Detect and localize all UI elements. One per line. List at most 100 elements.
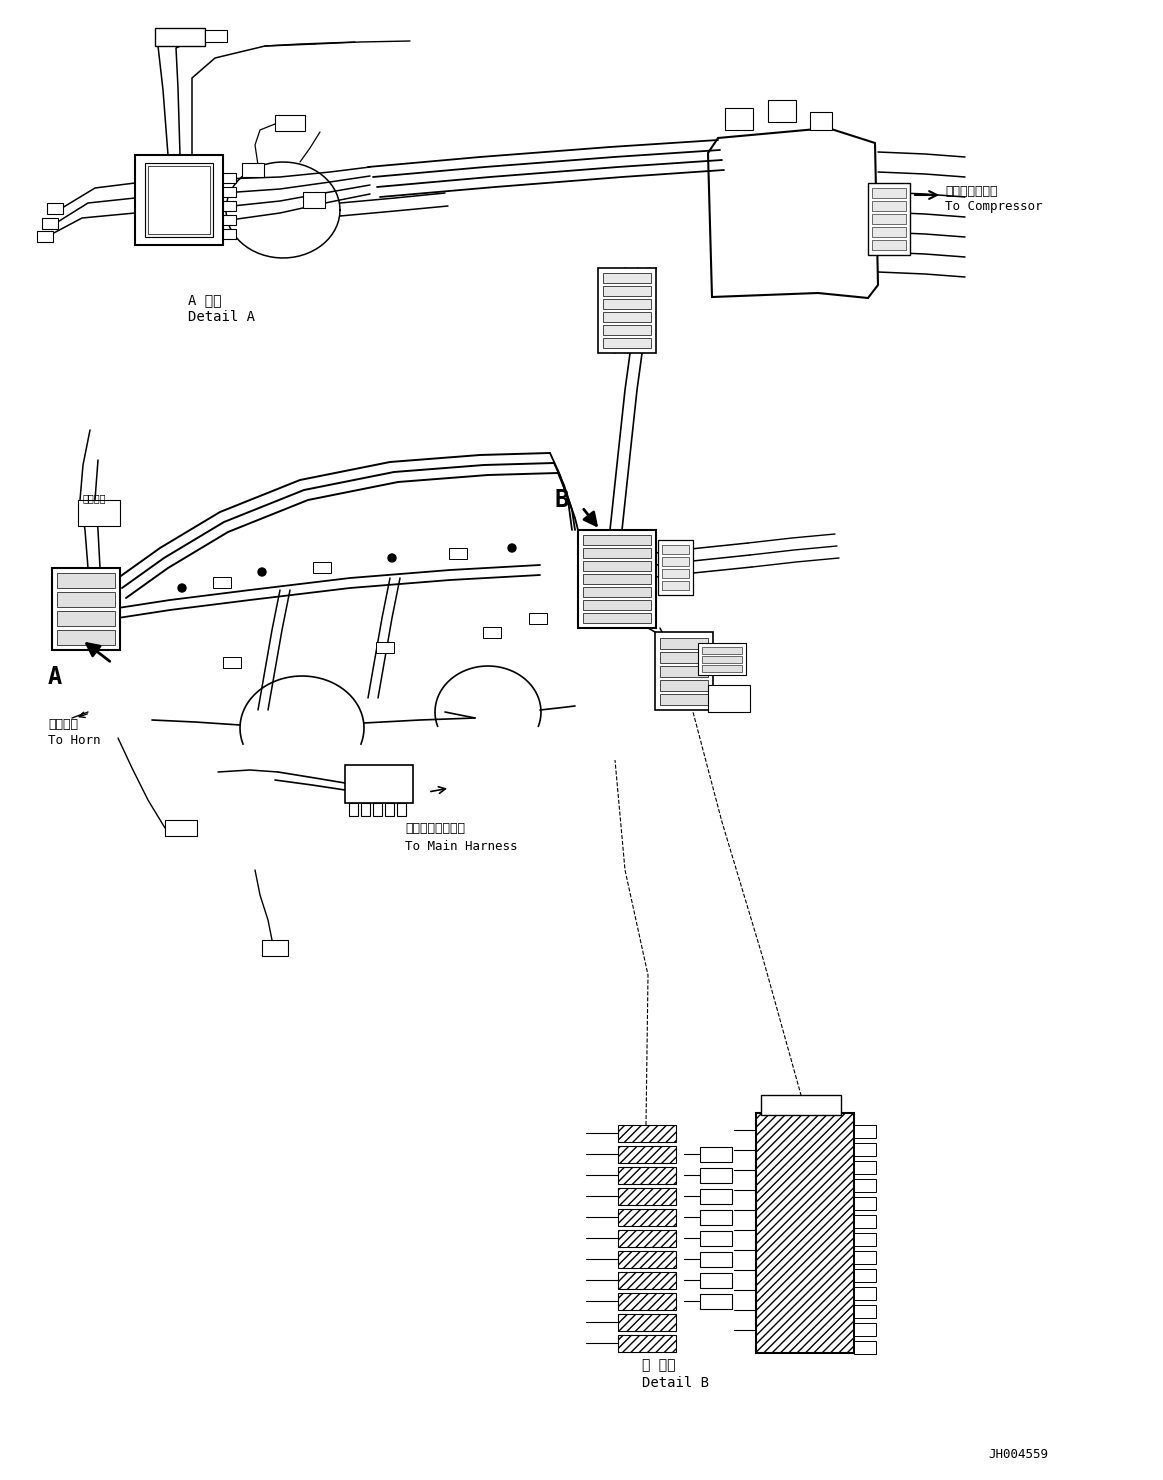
Bar <box>483 628 501 638</box>
Bar <box>602 272 651 283</box>
Bar <box>700 1211 732 1225</box>
Bar <box>618 1335 676 1353</box>
Bar <box>57 573 115 588</box>
Bar <box>698 642 745 675</box>
Text: A 詳細: A 詳細 <box>188 293 221 306</box>
Text: Detail A: Detail A <box>188 309 255 324</box>
Bar <box>872 201 906 212</box>
Text: To Horn: To Horn <box>48 734 100 747</box>
Bar <box>854 1143 876 1156</box>
Bar <box>37 231 53 243</box>
Bar <box>529 613 547 625</box>
Bar <box>854 1233 876 1246</box>
Bar <box>618 1188 676 1205</box>
Bar <box>145 163 213 237</box>
Bar <box>223 173 236 184</box>
Bar <box>700 1188 732 1205</box>
Bar <box>700 1273 732 1288</box>
Bar <box>854 1288 876 1299</box>
Bar <box>361 804 370 815</box>
Circle shape <box>258 568 266 576</box>
Bar <box>854 1251 876 1264</box>
Bar <box>854 1180 876 1191</box>
Bar <box>135 155 223 246</box>
Bar <box>854 1305 876 1319</box>
Bar <box>583 599 651 610</box>
Bar <box>872 215 906 223</box>
Bar <box>809 112 832 130</box>
Bar <box>242 163 264 178</box>
Bar <box>756 1113 854 1353</box>
Bar <box>618 1251 676 1268</box>
Bar <box>854 1268 876 1282</box>
Bar <box>583 613 651 623</box>
Bar <box>42 218 58 229</box>
Bar <box>385 804 394 815</box>
Bar <box>223 657 241 667</box>
Bar <box>662 545 688 554</box>
Bar <box>854 1341 876 1354</box>
Text: ホーンへ: ホーンへ <box>48 718 78 731</box>
Bar <box>725 108 752 130</box>
Text: Detail B: Detail B <box>642 1376 709 1390</box>
Bar <box>618 1294 676 1310</box>
Bar <box>304 192 324 209</box>
Text: JH004559: JH004559 <box>989 1447 1048 1461</box>
Bar <box>223 215 236 225</box>
Bar <box>662 582 688 591</box>
Bar <box>662 568 688 579</box>
Bar <box>854 1323 876 1336</box>
Bar <box>618 1271 676 1289</box>
Bar <box>854 1160 876 1174</box>
Bar <box>598 268 656 354</box>
Bar <box>618 1230 676 1248</box>
Bar <box>872 188 906 198</box>
Bar <box>274 115 305 132</box>
Bar <box>57 630 115 645</box>
Bar <box>618 1168 676 1184</box>
Text: エコ付下: エコ付下 <box>83 493 106 503</box>
Text: A: A <box>48 665 63 690</box>
Bar <box>702 647 742 654</box>
Bar <box>148 166 211 234</box>
Bar <box>583 561 651 571</box>
Bar <box>57 592 115 607</box>
Bar <box>872 240 906 250</box>
Bar <box>52 568 120 650</box>
Bar <box>761 1095 841 1114</box>
Circle shape <box>388 554 395 562</box>
Polygon shape <box>708 127 878 297</box>
Bar <box>165 820 197 836</box>
Bar <box>702 656 742 663</box>
Bar <box>155 28 205 46</box>
Bar <box>868 184 909 255</box>
Bar <box>659 638 708 650</box>
Bar <box>376 642 394 653</box>
Text: 日 詳細: 日 詳細 <box>642 1359 676 1372</box>
Circle shape <box>178 585 186 592</box>
Bar <box>702 665 742 672</box>
Bar <box>602 312 651 323</box>
Bar <box>708 685 750 712</box>
Text: B: B <box>555 488 569 512</box>
Bar <box>578 530 656 628</box>
Bar <box>700 1252 732 1267</box>
Bar <box>854 1197 876 1211</box>
Bar <box>223 229 236 238</box>
Bar <box>618 1146 676 1163</box>
Bar <box>700 1294 732 1308</box>
Bar <box>78 500 120 525</box>
Bar <box>618 1125 676 1143</box>
Bar <box>57 611 115 626</box>
Text: コンプレッサへ: コンプレッサへ <box>946 185 998 198</box>
Bar <box>618 1314 676 1331</box>
Bar <box>583 588 651 596</box>
Bar <box>602 326 651 334</box>
Bar <box>662 556 688 565</box>
Text: To Compressor: To Compressor <box>946 200 1042 213</box>
Bar <box>658 540 693 595</box>
Bar <box>700 1147 732 1162</box>
Bar <box>618 1209 676 1225</box>
Bar <box>373 804 381 815</box>
Bar <box>313 562 331 573</box>
